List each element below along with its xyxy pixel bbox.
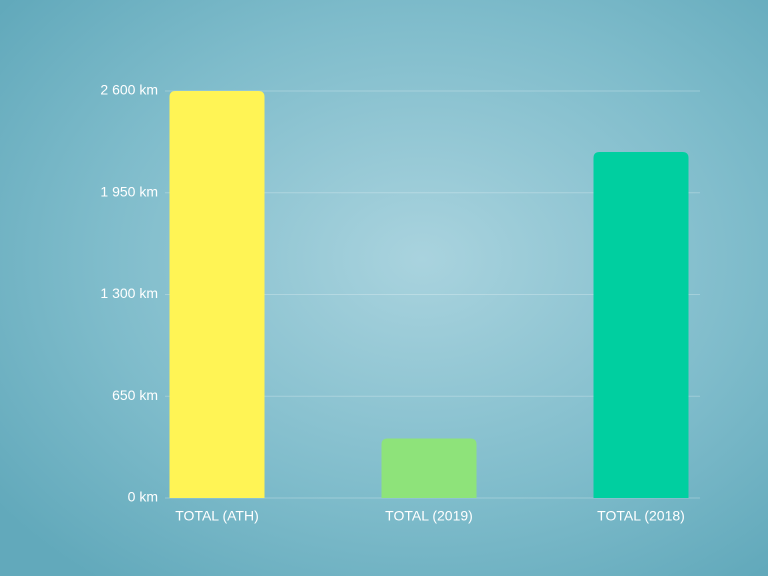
y-tick-label: 0 km: [128, 489, 158, 505]
y-tick-label: 1 950 km: [100, 183, 158, 199]
x-tick-label: TOTAL (ATH): [175, 508, 258, 524]
bar: [593, 152, 689, 499]
y-tick-label: 1 300 km: [100, 285, 158, 301]
x-tick-label: TOTAL (2019): [385, 508, 473, 524]
bar: [381, 438, 477, 498]
y-tick-label: 650 km: [112, 387, 158, 403]
x-tick-label: TOTAL (2018): [597, 508, 685, 524]
y-tick-label: 2 600 km: [100, 82, 158, 98]
bar: [169, 91, 265, 498]
